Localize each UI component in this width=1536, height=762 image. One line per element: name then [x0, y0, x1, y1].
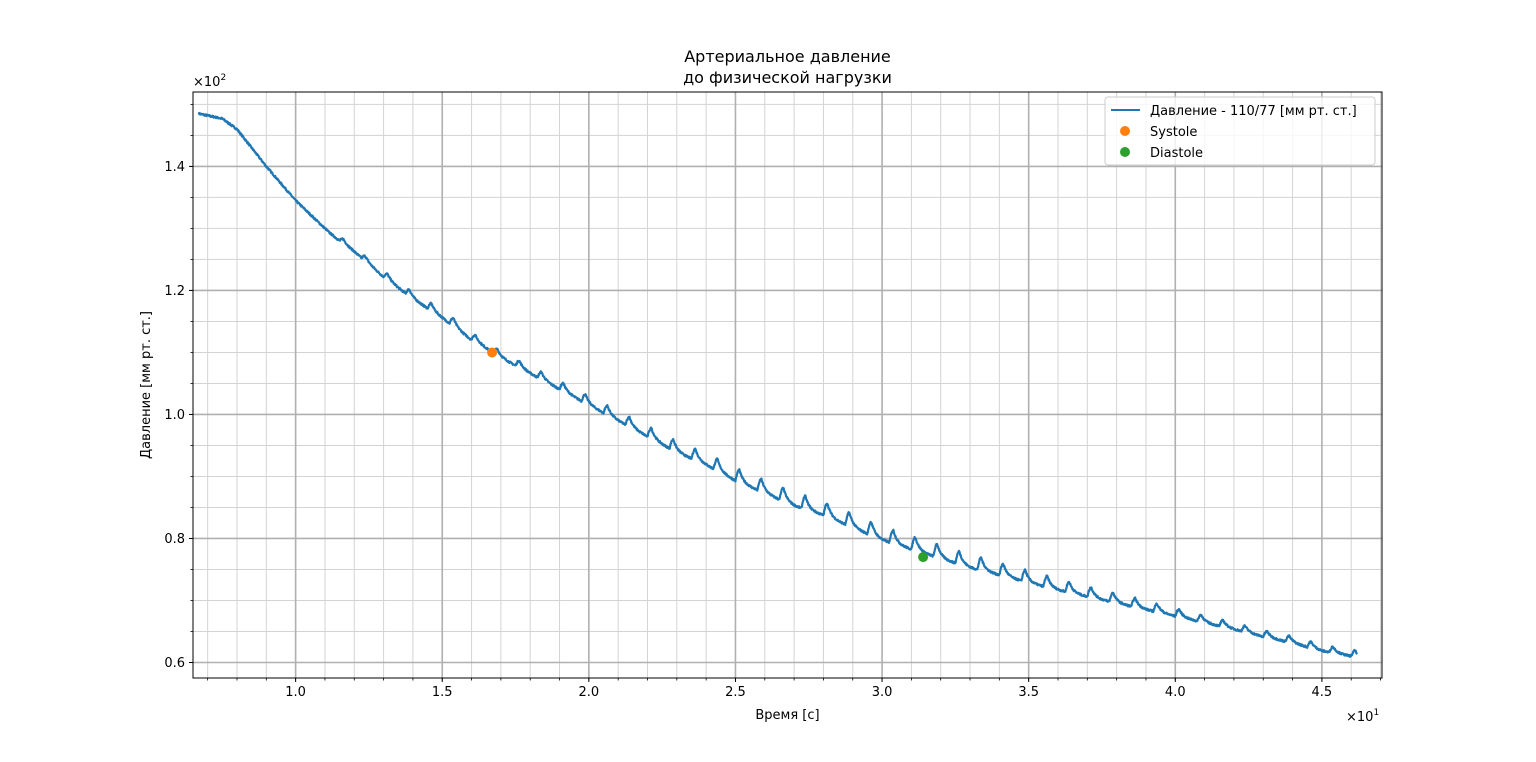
x-tick-label: 4.0	[1165, 685, 1186, 700]
grid-major	[193, 92, 1382, 678]
legend-box	[1104, 96, 1376, 166]
x-tick-label: 1.5	[432, 685, 453, 700]
pressure-line	[197, 111, 1358, 658]
y-axis-ticks: 0.6 0.8 1.0 1.2 1.4	[164, 160, 193, 671]
systole-point	[487, 347, 498, 358]
legend-label-diastole: Diastole	[1150, 146, 1203, 161]
x-axis-label: Время [с]	[755, 708, 819, 723]
y-axis-label: Давление [мм рт. ст.]	[139, 311, 154, 459]
x-tick-label: 3.5	[1018, 685, 1039, 700]
x-tick-label: 3.0	[872, 685, 893, 700]
y-offset-exponent: 2	[220, 73, 226, 83]
plot-frame	[192, 91, 1383, 679]
legend-label-pressure: Давление - 110/77 [мм рт. ст.]	[1150, 104, 1357, 119]
legend: Давление - 110/77 [мм рт. ст.] Systole D…	[1104, 96, 1376, 166]
legend-marker-diastole	[1120, 147, 1130, 157]
x-offset-exponent: 1	[1373, 708, 1379, 718]
grid-minor	[190, 92, 1382, 681]
chart-title-line1: Артериальное давление	[684, 47, 891, 66]
x-tick-label: 1.0	[285, 685, 306, 700]
x-tick-label: 2.5	[725, 685, 746, 700]
legend-marker-systole	[1120, 126, 1130, 136]
x-axis-offset-label: ×101	[1346, 708, 1379, 725]
y-tick-label: 1.2	[164, 284, 185, 299]
diastole-point	[918, 552, 929, 563]
x-axis-ticks: 1.0 1.5 2.0 2.5 3.0 3.5 4.0 4.5	[285, 678, 1332, 700]
x-tick-label: 4.5	[1312, 685, 1333, 700]
y-tick-label: 1.0	[164, 408, 185, 423]
y-axis-offset-label: ×102	[193, 73, 226, 90]
x-offset-base: ×10	[1346, 710, 1373, 725]
y-tick-label: 0.6	[164, 656, 185, 671]
y-tick-label: 1.4	[164, 160, 185, 175]
y-offset-base: ×10	[193, 75, 220, 90]
legend-label-systole: Systole	[1150, 125, 1197, 140]
y-tick-label: 0.8	[164, 532, 185, 547]
x-tick-label: 2.0	[579, 685, 600, 700]
series-layer	[197, 111, 1358, 658]
chart-title-line2: до физической нагрузки	[683, 68, 892, 87]
